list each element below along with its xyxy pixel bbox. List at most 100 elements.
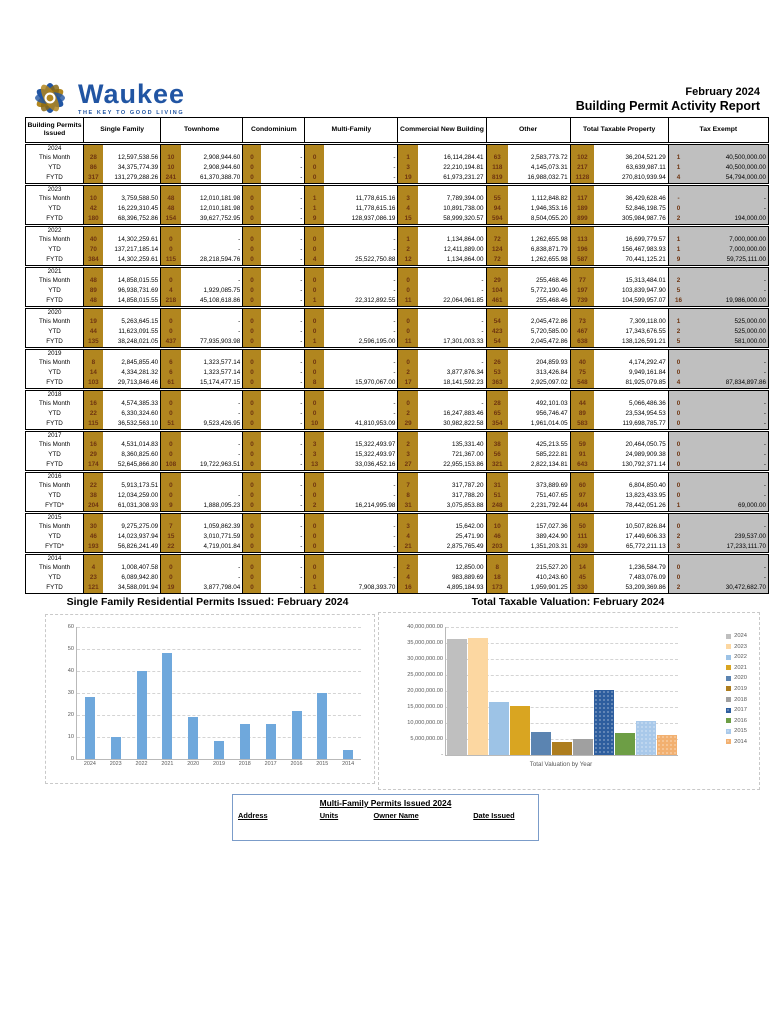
value-cell: 6,330,324.60	[121, 409, 159, 417]
count-cell: 196	[569, 245, 595, 255]
legend-item: 2022	[726, 654, 747, 660]
value-cell: -	[300, 358, 303, 366]
bar	[136, 671, 147, 759]
value-cell: 15,322,493.97	[355, 440, 396, 448]
count-cell: 0	[667, 460, 689, 472]
year-block-2022: 2022 This Month 40 14,302,259.61 0-0-0-1 1,13…	[25, 225, 769, 267]
count-cell: 1	[667, 163, 689, 173]
table-row: YTD 70 137,217,185.14 0-0-0-2 12,411,889.00 1…	[26, 245, 769, 255]
bar	[509, 706, 530, 755]
table-row: FYTD* 204 61,031,308.93 9 1,888,095.23 0 -2 16,…	[26, 501, 769, 513]
table-row: This Month 22 5,913,173.51 0 0-0-7 317,787.20…	[26, 481, 769, 491]
count-cell: 1	[397, 235, 418, 245]
count-cell: 0	[160, 399, 181, 409]
count-cell: 38	[83, 491, 103, 501]
count-cell: 0	[304, 153, 324, 163]
table-row: FYTD 121 34,588,091.94 19 3,877,798.04 0 -1 7,9…	[26, 583, 769, 594]
gridline	[446, 707, 678, 708]
count-cell: 2	[667, 583, 689, 594]
row-label: This Month	[38, 399, 71, 407]
value-cell: -	[300, 368, 303, 376]
count-cell: 16	[667, 296, 689, 308]
count-cell: 51	[485, 491, 509, 501]
count-cell: 18	[485, 573, 509, 583]
count-cell: 4	[397, 573, 418, 583]
value-cell: -	[481, 358, 484, 366]
chart1-title: Single Family Residential Permits Issued…	[66, 596, 349, 608]
count-cell: 31	[397, 501, 418, 513]
row-label: FYTD*	[45, 542, 64, 550]
count-cell: 118	[485, 163, 509, 173]
count-cell: 16	[83, 440, 103, 450]
count-cell: 23	[83, 573, 103, 583]
legend-item: 2018	[726, 697, 747, 703]
row-label: This Month	[38, 235, 71, 243]
bar	[317, 693, 328, 759]
value-cell: -	[393, 563, 396, 571]
count-cell: 0	[304, 481, 324, 491]
count-cell: 2	[667, 214, 689, 226]
value-cell: 68,396,752.86	[117, 214, 159, 222]
value-cell: 87,834,897.86	[688, 378, 769, 390]
bar	[188, 717, 199, 759]
report-header: February 2024 Building Permit Activity R…	[576, 86, 760, 113]
value-cell: -	[393, 235, 396, 243]
value-cell: 6,838,871.79	[530, 245, 568, 253]
count-cell: 0	[242, 481, 261, 491]
count-cell: 19	[160, 583, 181, 594]
count-cell: 819	[485, 173, 509, 185]
count-cell: 29	[485, 276, 509, 286]
year-block-2014: 2014 This Month 4 1,008,407.58 0-0-0-2 12,850…	[25, 553, 769, 594]
value-cell: 2,231,792.44	[530, 501, 568, 509]
value-cell: -	[300, 399, 303, 407]
count-cell: 0	[667, 491, 689, 501]
value-cell: 11,778,615.16	[355, 194, 396, 202]
column-group-header: Tax Exempt	[667, 117, 769, 144]
value-cell: -	[393, 245, 396, 253]
count-cell: 16	[83, 399, 103, 409]
count-cell: 48	[83, 296, 103, 308]
count-cell: 0	[304, 317, 324, 327]
value-cell: -	[238, 440, 241, 448]
count-cell: 22	[83, 481, 103, 491]
year-label: 2016	[47, 472, 62, 480]
value-cell: -	[300, 450, 303, 458]
gridline	[446, 739, 678, 740]
count-cell: 0	[242, 378, 261, 390]
table-row: YTD 44 11,623,091.55 0-0-0-0-423 5,720,585.0…	[26, 327, 769, 337]
value-cell: -	[393, 409, 396, 417]
count-cell: 2	[667, 276, 689, 286]
value-cell: 12,010,181.98	[199, 204, 241, 212]
table-row: This Month 30 9,275,275.09 7 1,059,862.39 0-0…	[26, 522, 769, 532]
gridline	[446, 643, 678, 644]
gridline	[446, 675, 678, 676]
count-cell: 548	[569, 378, 595, 390]
value-cell: 2,045,472.86	[530, 317, 568, 325]
bar	[110, 737, 121, 759]
count-cell: 0	[242, 214, 261, 226]
bar	[530, 731, 551, 755]
value-cell: -	[300, 194, 303, 202]
value-cell: -	[688, 481, 769, 491]
bar	[467, 638, 488, 755]
y-axis-tick: 10	[67, 734, 74, 740]
value-cell: -	[300, 522, 303, 530]
year-label: 2017	[47, 431, 62, 439]
value-cell: -	[688, 399, 769, 409]
count-cell: 0	[667, 440, 689, 450]
count-cell: 0	[160, 276, 181, 286]
value-cell: 15,322,493.97	[355, 450, 396, 458]
row-label: This Month	[38, 440, 71, 448]
value-cell: 13,823,433.95	[625, 491, 666, 499]
count-cell: 51	[160, 419, 181, 431]
value-cell: -	[481, 327, 484, 335]
row-label: FYTD	[46, 419, 63, 427]
count-cell: 189	[569, 204, 595, 214]
row-label: FYTD	[46, 583, 63, 591]
count-cell: 75	[569, 368, 595, 378]
value-cell: 22,955,153.86	[443, 460, 484, 468]
count-cell: 0	[242, 286, 261, 296]
value-cell: -	[393, 173, 396, 181]
count-cell: 0	[160, 409, 181, 419]
value-cell: 6,089,942.80	[121, 573, 159, 581]
